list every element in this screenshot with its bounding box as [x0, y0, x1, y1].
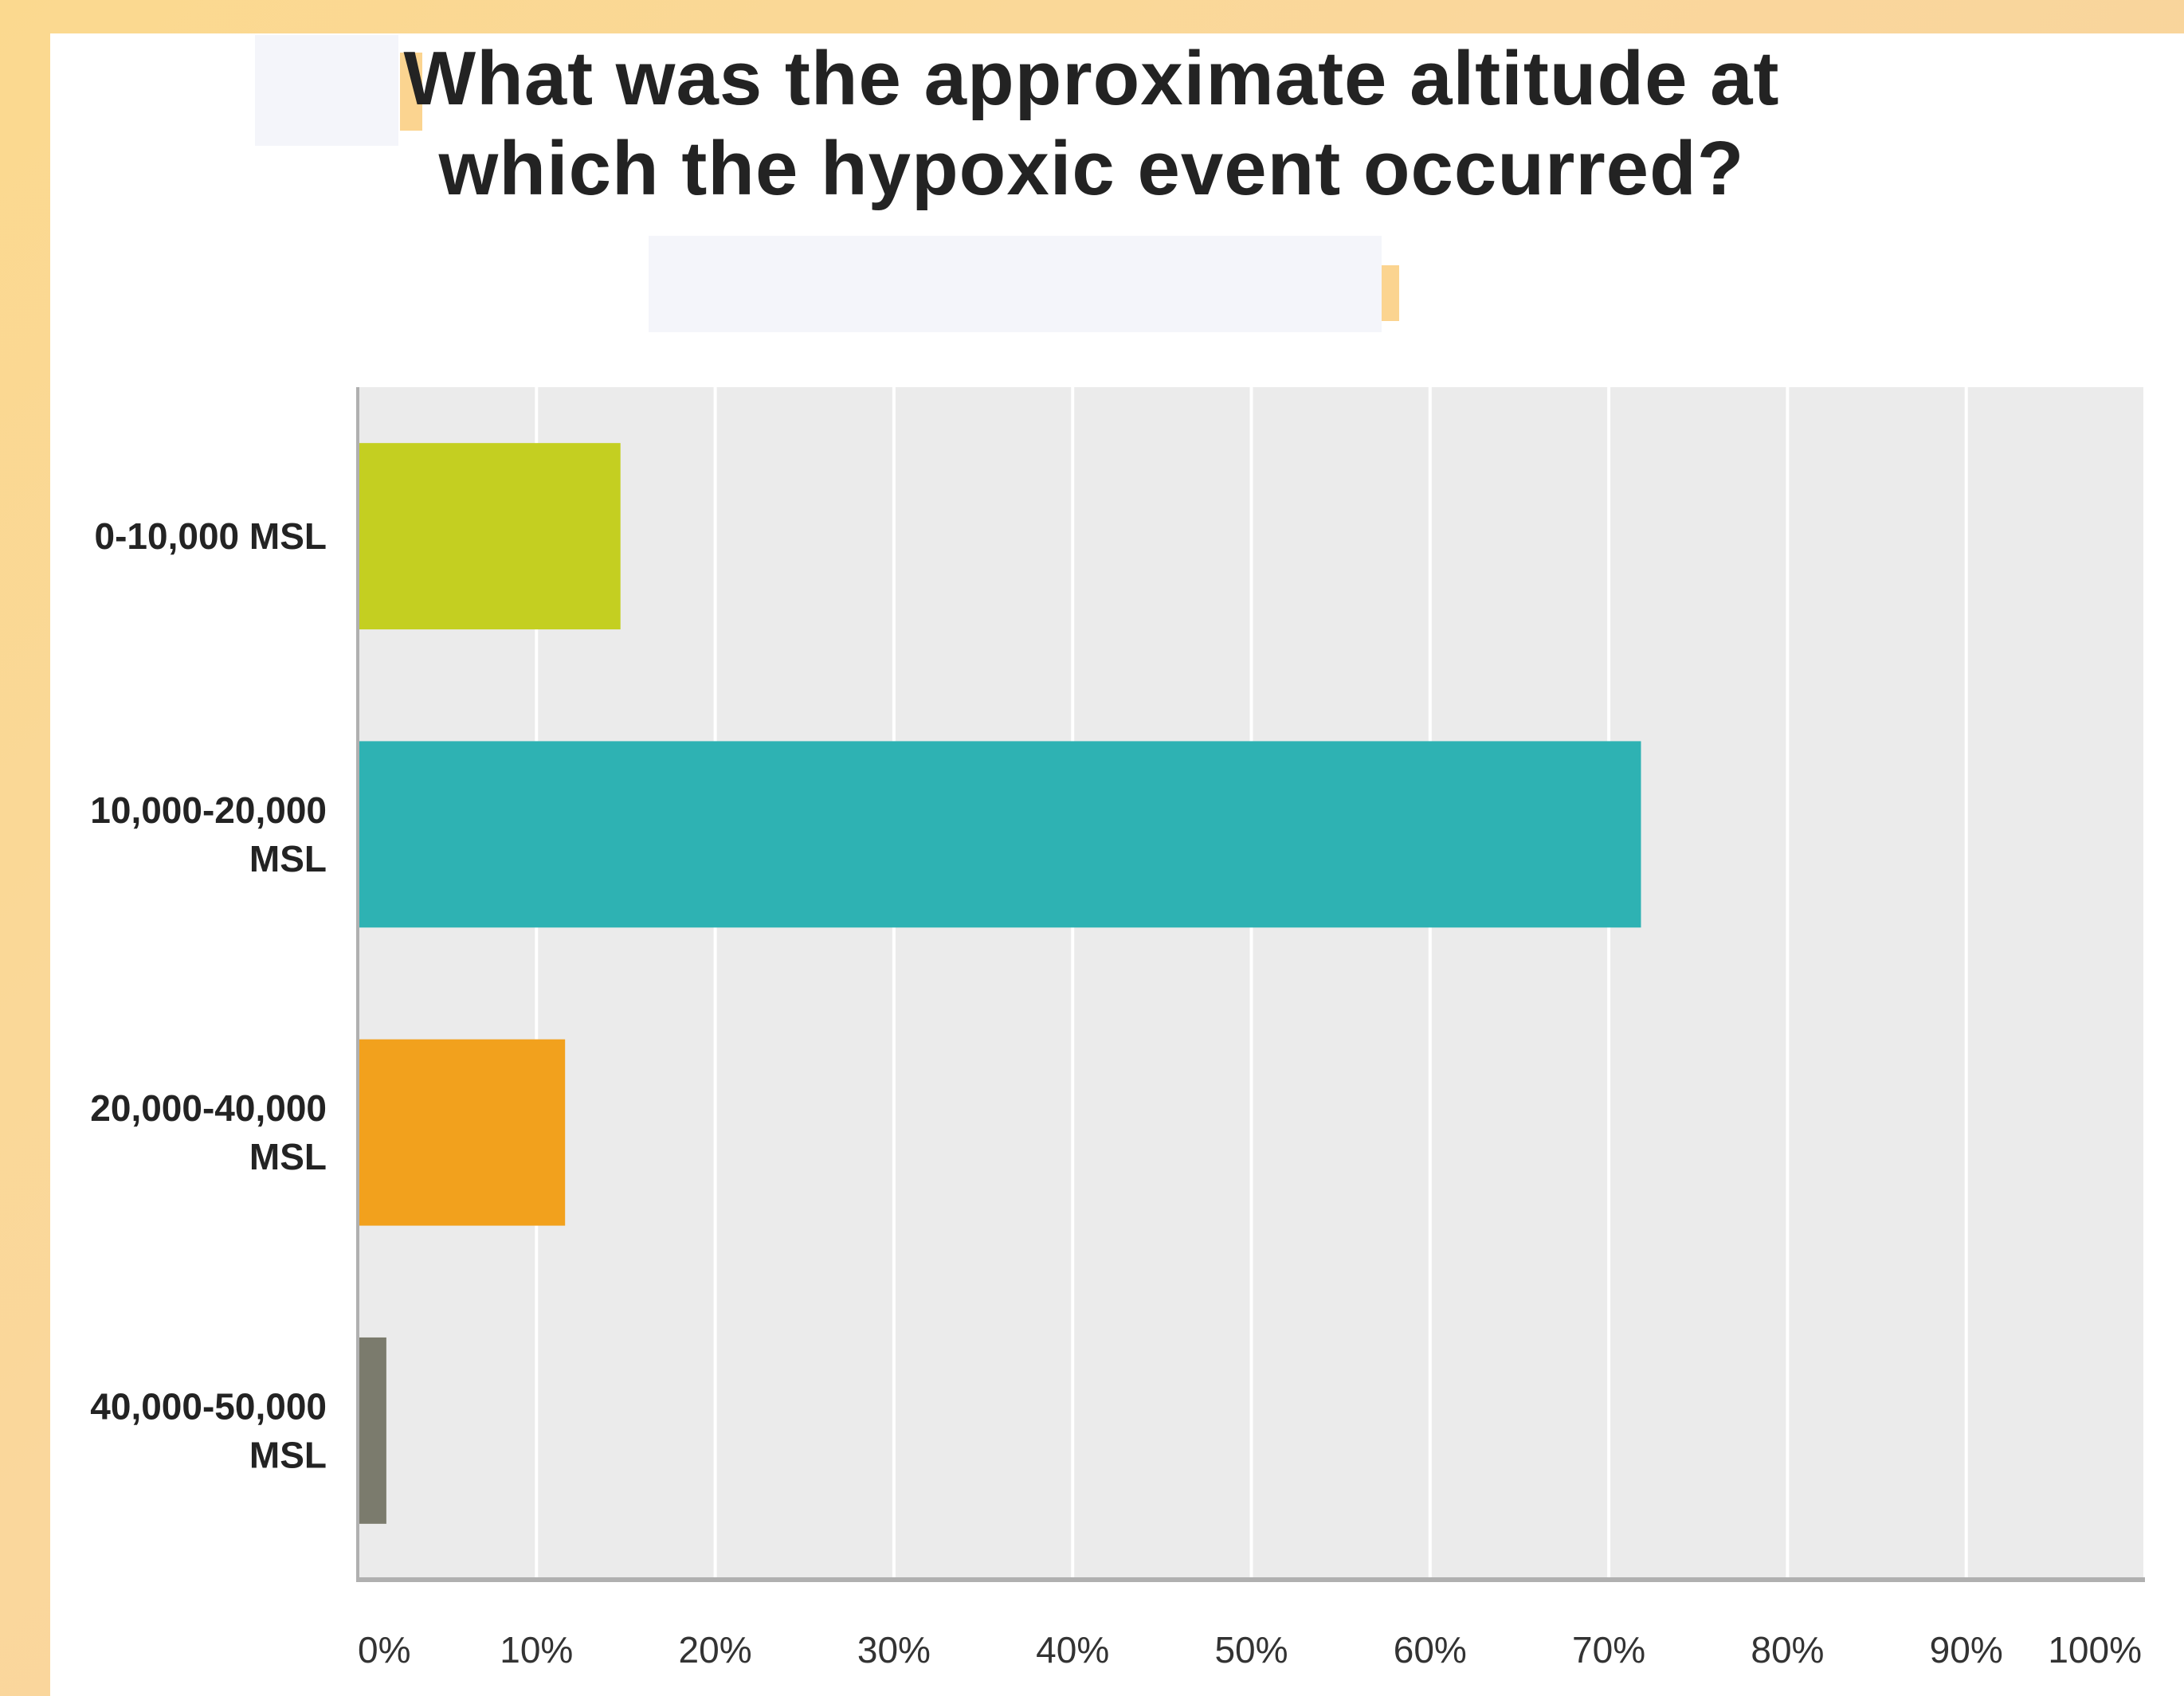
title-accent-bottom	[1382, 265, 1399, 321]
bar-3	[358, 1039, 566, 1226]
category-label-line: 20,000-40,000	[90, 1087, 327, 1129]
x-tick-label-80: 80%	[1751, 1629, 1824, 1671]
x-tick-label-90: 90%	[1930, 1629, 2003, 1671]
category-label-line: MSL	[249, 1434, 327, 1475]
bar-2	[358, 741, 1641, 928]
x-tick-label-0: 0%	[358, 1629, 410, 1671]
category-label-line: MSL	[249, 1136, 327, 1177]
title-mask-bottom	[649, 236, 1382, 332]
title-accent-left	[400, 53, 422, 131]
bar-4	[358, 1337, 386, 1524]
category-label-line: 10,000-20,000	[90, 789, 327, 831]
category-label-3: 20,000-40,000 MSL	[90, 1087, 327, 1177]
x-tick-label-50: 50%	[1214, 1629, 1288, 1671]
category-label-line: 40,000-50,000	[90, 1385, 327, 1427]
x-tick-label-20: 20%	[679, 1629, 752, 1671]
x-tick-label-70: 70%	[1572, 1629, 1645, 1671]
x-tick-label-100: 100%	[2048, 1629, 2142, 1671]
category-label-4: 40,000-50,000 MSL	[90, 1385, 327, 1475]
category-label-2: 10,000-20,000 MSL	[90, 789, 327, 879]
x-tick-label-60: 60%	[1394, 1629, 1467, 1671]
title-mask-left	[255, 35, 398, 146]
category-label-line: 0-10,000 MSL	[95, 515, 327, 557]
x-tick-label-30: 30%	[857, 1629, 931, 1671]
category-label-1: 0-10,000 MSL	[95, 515, 327, 557]
chart-title: What was the approximate altitude at whi…	[403, 36, 1780, 211]
category-label-line: MSL	[249, 838, 327, 879]
x-tick-label-40: 40%	[1036, 1629, 1109, 1671]
bar-1	[358, 443, 621, 630]
x-tick-label-10: 10%	[500, 1629, 573, 1671]
